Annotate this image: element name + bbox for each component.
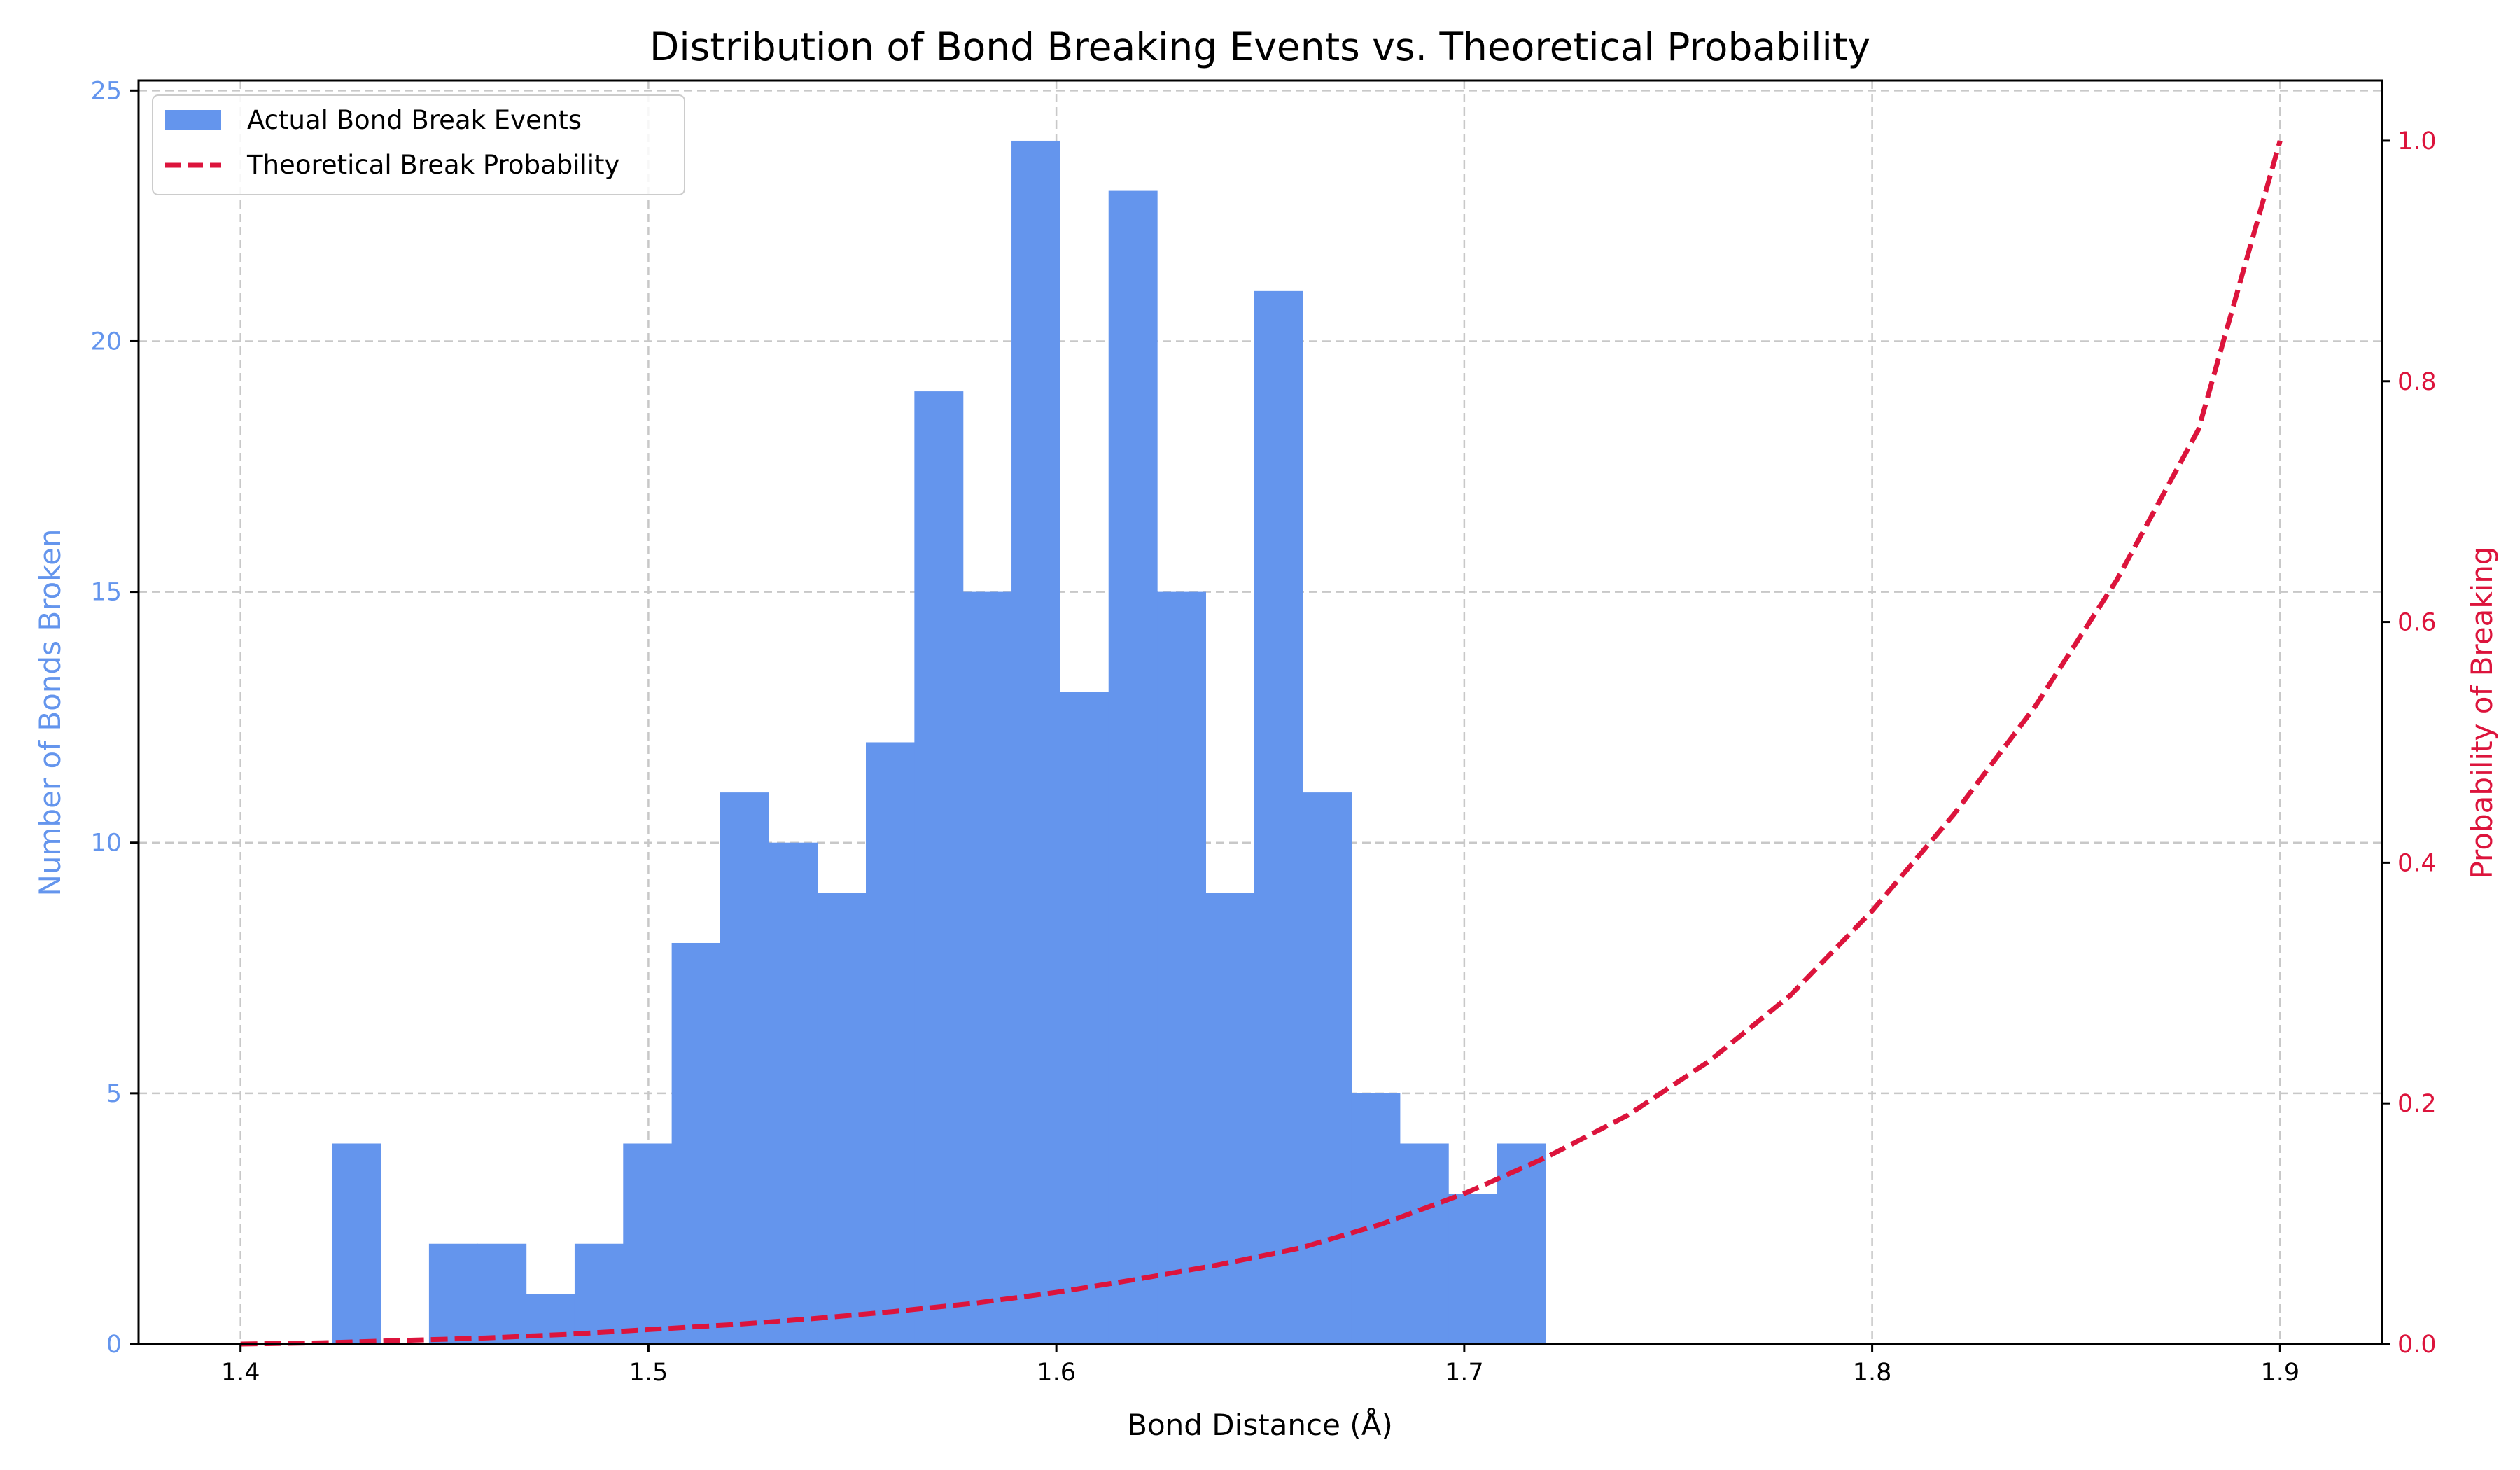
theory-line-group [240, 140, 2283, 1347]
y-right-axis-ticks: 0.0 0.2 0.4 0.6 0.8 1.0 [2382, 127, 2437, 1359]
histogram-bar [1399, 1143, 1449, 1344]
x-tick-label: 1.6 [1037, 1359, 1076, 1387]
y-left-tick-label: 15 [90, 579, 122, 607]
y-left-tick-label: 20 [90, 328, 122, 356]
histogram-bar [623, 1143, 673, 1344]
x-tick-label: 1.5 [629, 1359, 668, 1387]
y-right-tick-label: 0.2 [2398, 1090, 2437, 1118]
y-right-tick-label: 0.6 [2398, 609, 2437, 637]
y-right-tick-label: 0.8 [2398, 368, 2437, 396]
chart-title: Distribution of Bond Breaking Events vs.… [650, 24, 1870, 69]
histogram-bar [1060, 692, 1110, 1344]
histogram-bar [1011, 140, 1060, 1344]
y-right-tick-label: 1.0 [2398, 127, 2437, 155]
legend-label-theory: Theoretical Break Probability [246, 150, 620, 180]
histogram-bar [962, 592, 1012, 1344]
y-left-axis-label: Number of Bonds Broken [33, 528, 67, 896]
y-left-axis-ticks: 0 5 10 15 20 25 [90, 77, 139, 1359]
histogram-bar [671, 942, 721, 1344]
y-right-axis-label: Probability of Breaking [2465, 546, 2499, 878]
histogram-bar [332, 1143, 382, 1344]
histogram-bar [1157, 592, 1207, 1344]
x-axis-label: Bond Distance (Å) [1127, 1407, 1393, 1442]
histogram-bar [720, 792, 769, 1344]
x-axis-ticks: 1.4 1.5 1.6 1.7 1.8 1.9 [221, 1344, 2300, 1387]
histogram-bar [1497, 1143, 1546, 1344]
y-right-tick-label: 0.4 [2398, 849, 2437, 877]
histogram-bar [1351, 1093, 1401, 1344]
histogram-bar [428, 1243, 478, 1344]
theory-line [240, 140, 2283, 1347]
histogram-bar [574, 1243, 624, 1344]
histogram-bar [866, 742, 915, 1344]
y-left-tick-label: 5 [106, 1080, 122, 1108]
legend: Actual Bond Break Events Theoretical Bre… [152, 94, 685, 195]
histogram-bar [769, 842, 818, 1344]
histogram-bar [914, 391, 964, 1344]
legend-label-histogram: Actual Bond Break Events [247, 105, 582, 135]
histogram-bar [1303, 792, 1352, 1344]
legend-box [152, 94, 685, 195]
plot-frame [137, 79, 2384, 1345]
x-tick-label: 1.4 [221, 1359, 260, 1387]
x-tick-label: 1.8 [1853, 1359, 1892, 1387]
y-right-tick-label: 0.0 [2398, 1331, 2437, 1359]
y-left-tick-label: 10 [90, 830, 122, 858]
histogram-bar [817, 892, 867, 1344]
y-left-tick-label: 25 [90, 77, 122, 105]
x-tick-label: 1.9 [2260, 1359, 2300, 1387]
histogram-bar [1205, 892, 1255, 1344]
y-left-tick-label: 0 [106, 1331, 122, 1359]
histogram-bar [1108, 190, 1158, 1345]
histogram-bar [1448, 1194, 1498, 1344]
x-tick-label: 1.7 [1445, 1359, 1484, 1387]
histogram-bar [1254, 290, 1303, 1344]
histogram-bar [477, 1243, 527, 1344]
legend-swatch-histogram [165, 110, 221, 130]
